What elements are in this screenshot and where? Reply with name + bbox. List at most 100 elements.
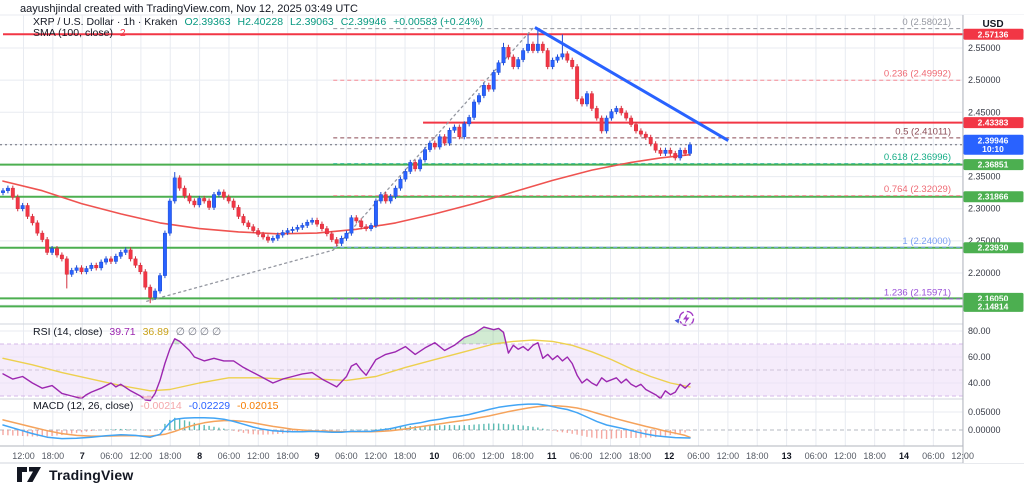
svg-text:2.43383: 2.43383 [978, 118, 1009, 128]
attribution-header: aayushjindal created with TradingView.co… [20, 3, 358, 15]
macd-line[interactable] [2, 403, 691, 440]
svg-text:06:00: 06:00 [218, 451, 241, 461]
rsi-legend[interactable]: RSI (14, close) 39.71 36.89 ∅ ∅ ∅ ∅ [33, 326, 225, 338]
svg-text:2.20000: 2.20000 [968, 268, 1001, 278]
svg-text:2.39946: 2.39946 [978, 135, 1009, 145]
svg-text:2.45000: 2.45000 [968, 107, 1001, 117]
price-axis-label[interactable]: 2.43383 [963, 117, 1024, 129]
svg-text:1.236 (2.15971): 1.236 (2.15971) [884, 287, 951, 298]
svg-text:18:00: 18:00 [746, 451, 769, 461]
svg-text:18:00: 18:00 [394, 451, 417, 461]
rsi-ma-line[interactable] [2, 339, 691, 392]
price-axis-label[interactable]: 2.36851 [963, 159, 1024, 171]
currency-label: USD [982, 19, 1003, 30]
ohlc-low: L2.39063 [289, 16, 334, 28]
projection-dotted-line[interactable] [146, 27, 534, 302]
tradingview-logo[interactable]: TradingView [16, 466, 133, 483]
level-lines[interactable] [0, 28, 963, 308]
svg-text:2.14814: 2.14814 [978, 301, 1009, 311]
svg-text:0.05000: 0.05000 [968, 407, 1001, 417]
svg-text:0.236 (2.49992): 0.236 (2.49992) [884, 69, 951, 80]
rsi-empty-values: ∅ ∅ ∅ ∅ [175, 326, 222, 338]
svg-text:2.30000: 2.30000 [968, 204, 1001, 214]
svg-text:0.764 (2.32029): 0.764 (2.32029) [884, 184, 951, 195]
ohlc-high: H2.40228 [237, 16, 284, 28]
svg-text:18:00: 18:00 [42, 451, 65, 461]
svg-text:18:00: 18:00 [629, 451, 652, 461]
svg-text:06:00: 06:00 [805, 451, 828, 461]
ohlc-close: C2.39946 [340, 16, 387, 28]
macd-signal-value: -0.02015 [237, 400, 279, 412]
svg-text:12:00: 12:00 [951, 451, 974, 461]
svg-text:11: 11 [547, 451, 557, 461]
svg-text:2.55000: 2.55000 [968, 43, 1001, 53]
svg-text:14: 14 [899, 451, 909, 461]
svg-text:12:00: 12:00 [834, 451, 857, 461]
svg-text:2.31866: 2.31866 [978, 192, 1009, 202]
price-axis[interactable]: USD 2.55000 2.50000 2.45000 2.35000 2.30000 2.… [962, 15, 1024, 463]
symbol-title[interactable]: XRP / U.S. Dollar · 1h · Kraken [33, 16, 178, 28]
svg-text:06:00: 06:00 [335, 451, 358, 461]
flash-replay-icon[interactable] [674, 310, 695, 327]
svg-text:12:00: 12:00 [717, 451, 740, 461]
rsi-label[interactable]: RSI (14, close) [33, 326, 103, 338]
macd-legend[interactable]: MACD (12, 26, close) -0.00214 -0.02229 -… [33, 400, 283, 412]
svg-text:06:00: 06:00 [687, 451, 710, 461]
macd-signal-line[interactable] [2, 405, 691, 439]
price-axis-label[interactable]: 2.23930 [963, 242, 1024, 254]
rsi-line[interactable] [2, 326, 691, 402]
svg-text:12:00: 12:00 [482, 451, 505, 461]
macd-label[interactable]: MACD (12, 26, close) [33, 400, 134, 412]
svg-text:12:00: 12:00 [364, 451, 387, 461]
price-axis-label[interactable]: 2.14814 [963, 300, 1024, 312]
svg-text:18:00: 18:00 [863, 451, 886, 461]
svg-text:9: 9 [314, 451, 319, 461]
svg-text:12:00: 12:00 [247, 451, 270, 461]
svg-text:13: 13 [782, 451, 792, 461]
svg-text:60.00: 60.00 [968, 352, 991, 362]
symbol-legend[interactable]: XRP / U.S. Dollar · 1h · Kraken O2.39363… [33, 16, 487, 28]
down-trendline[interactable] [534, 26, 730, 142]
rsi-ma-value: 36.89 [142, 326, 169, 338]
svg-text:10:10: 10:10 [982, 144, 1004, 154]
macd-histogram [2, 417, 691, 439]
svg-text:06:00: 06:00 [922, 451, 945, 461]
svg-text:18:00: 18:00 [276, 451, 299, 461]
sma-label[interactable]: SMA (100, close) [33, 27, 113, 39]
svg-text:80.00: 80.00 [968, 326, 991, 336]
svg-text:2.25000: 2.25000 [968, 236, 1001, 246]
ohlc-change: +0.00583 (+0.24%) [393, 16, 484, 28]
sma-value: 2 [119, 27, 126, 39]
ohlc-open: O2.39363 [184, 16, 231, 28]
tradingview-logo-text: TradingView [49, 466, 134, 483]
rsi-pane [0, 327, 963, 401]
svg-text:12:00: 12:00 [130, 451, 153, 461]
svg-text:1 (2.24000): 1 (2.24000) [902, 236, 951, 247]
candles-layer [1, 28, 692, 304]
price-axis-label[interactable]: 2.57136 [963, 28, 1024, 40]
sma-legend[interactable]: SMA (100, close) 2 [33, 27, 130, 39]
svg-text:7: 7 [80, 451, 85, 461]
rsi-value: 39.71 [109, 326, 136, 338]
tradingview-logo-icon [17, 467, 41, 482]
svg-text:0 (2.58021): 0 (2.58021) [902, 17, 951, 28]
fib-labels: 0 (2.58021) 0.236 (2.49992) 0.5 (2.41011) 0… [884, 17, 951, 298]
macd-line-value: -0.02229 [188, 400, 231, 412]
time-axis[interactable]: 12:00 18:00 7 06:00 12:00 18:00 8 06:00 12:00 18:… [12, 451, 974, 461]
macd-hist-value: -0.00214 [140, 400, 182, 412]
svg-text:2.57136: 2.57136 [978, 29, 1009, 39]
svg-text:06:00: 06:00 [100, 451, 123, 461]
price-axis-label[interactable]: 2.31866 [963, 191, 1024, 203]
pane-separators [0, 14, 1024, 464]
svg-text:12: 12 [664, 451, 674, 461]
svg-text:12:00: 12:00 [599, 451, 622, 461]
svg-text:18:00: 18:00 [159, 451, 182, 461]
sma-100-line[interactable] [2, 153, 691, 235]
svg-text:10: 10 [429, 451, 439, 461]
svg-text:0.618 (2.36996): 0.618 (2.36996) [884, 152, 951, 163]
svg-text:2.50000: 2.50000 [968, 75, 1001, 85]
svg-text:2.36851: 2.36851 [978, 160, 1009, 170]
